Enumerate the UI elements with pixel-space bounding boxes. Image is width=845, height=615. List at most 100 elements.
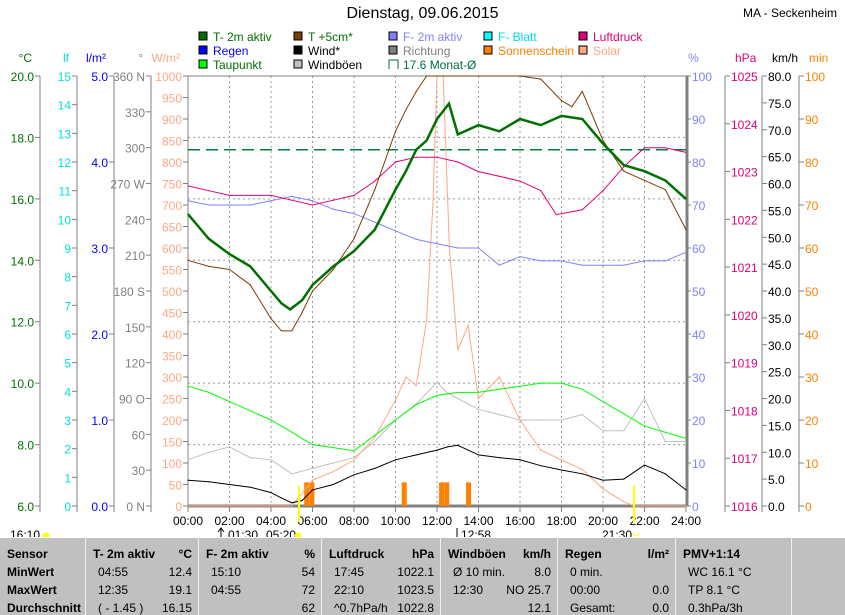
table-cell: 0 min. [570,565,603,579]
data-point [519,256,521,258]
x-tick-label: 18:00 [546,514,576,528]
table-cell: 00:00 [570,583,601,597]
data-point [477,391,480,393]
data-point [560,99,563,102]
axis-tick-label: 18.0 [11,131,35,145]
data-point [685,198,687,200]
axis-tick-label: 60 [692,242,706,256]
series-wind- [187,444,687,504]
data-point [291,199,293,201]
legend-label: Wind* [308,44,340,58]
table-cell: PMV+1:14 [683,547,741,561]
x-tick-label: 02:00 [214,514,244,528]
table-cell: % [304,547,315,561]
data-point [685,251,687,253]
data-point [426,75,428,77]
data-point [208,391,210,393]
axis-tick-label: 5.0 [768,473,785,487]
data-point [374,434,376,436]
axis-unit: W/m² [151,51,180,65]
x-tick-label: 22:00 [629,514,659,528]
data-point [208,451,210,453]
axis-tick-label: 350 [162,350,182,364]
data-point [332,208,334,210]
axis-tick-label: 40 [805,328,819,342]
data-point [228,268,231,271]
axis-tick-label: 200 [162,414,182,428]
data-point [332,483,334,486]
data-point [560,469,563,471]
axis-tick-label: 2 [64,443,71,457]
axis-tick-label: 30.0 [768,339,792,353]
x-tick-label: 06:00 [297,514,327,528]
data-point [581,90,583,92]
axis-tick-label: 100 [162,457,182,471]
table-cell: 8.0 [534,565,551,579]
axis-tick-label: 0 [64,500,71,514]
data-point [208,190,210,192]
data-point [208,481,210,483]
axis-tick-label: 800 [162,156,182,170]
data-point [664,179,666,182]
data-point [540,124,542,126]
data-point [270,459,272,461]
data-point [602,479,604,481]
axis-left-2: l/m² 5.0 4.0 3.0 2.0 1.0 0.0 [86,51,115,514]
axis-tick-label: 14.0 [11,254,35,268]
axis-tick-label: 5 [64,357,71,371]
data-point [581,209,583,211]
axis-tick-label: 950 [162,92,182,106]
data-point [477,454,480,456]
table-cell: 19.1 [168,583,192,597]
data-point [374,436,376,438]
data-point [457,444,459,446]
legend-item: Taupunkt [198,58,262,72]
axis-tick-label: 10 [805,457,819,471]
data-point [448,103,450,105]
data-point [685,151,687,154]
data-point [623,478,625,480]
axis-tick-label: 1024 [731,118,758,132]
axis-tick-label: 12.0 [11,316,35,330]
axis-tick-label: 900 [162,113,182,127]
axis-tick-label: 50 [169,479,183,493]
axis-tick-label: 1022 [731,213,758,227]
axis-tick-label: 1023 [731,166,758,180]
data-point [270,200,272,202]
data-point [415,385,417,387]
data-point [291,505,293,507]
axis-unit: °C [19,51,33,65]
data-point [270,290,272,292]
axis-tick-label: 80 [805,156,819,170]
data-point [311,479,314,481]
data-point [415,149,417,151]
data-point [643,397,646,400]
data-point [457,397,459,400]
data-point [560,459,563,461]
data-point [498,414,500,416]
data-point [436,381,438,383]
axis-tick-label: 330 [125,106,145,120]
axis-tick-label: 13 [58,127,72,141]
data-point [560,260,563,262]
legend-swatch [388,59,399,69]
data-point [187,459,189,461]
axis-tick-label: 20.0 [11,70,35,84]
table-cell: 16.15 [161,601,192,615]
table-cell: Gesamt: [570,601,616,615]
axis-tick-label: 65.0 [768,151,792,165]
data-point [623,430,625,432]
axis-tick-label: 60 [132,428,146,442]
axis-tick-label: 80 [692,156,706,170]
axis-tick-label: 300 [125,142,145,156]
axis-tick-label: 1025 [731,70,758,84]
data-point [602,264,604,266]
axis-tick-label: 60 [805,242,819,256]
axis-tick-label: 70 [692,199,706,213]
axis-tick-label: 50.0 [768,231,792,245]
axis-tick-label: 5.0 [91,70,108,84]
data-point [467,324,469,326]
table-cell: 0.3hPa/3h [688,601,743,615]
